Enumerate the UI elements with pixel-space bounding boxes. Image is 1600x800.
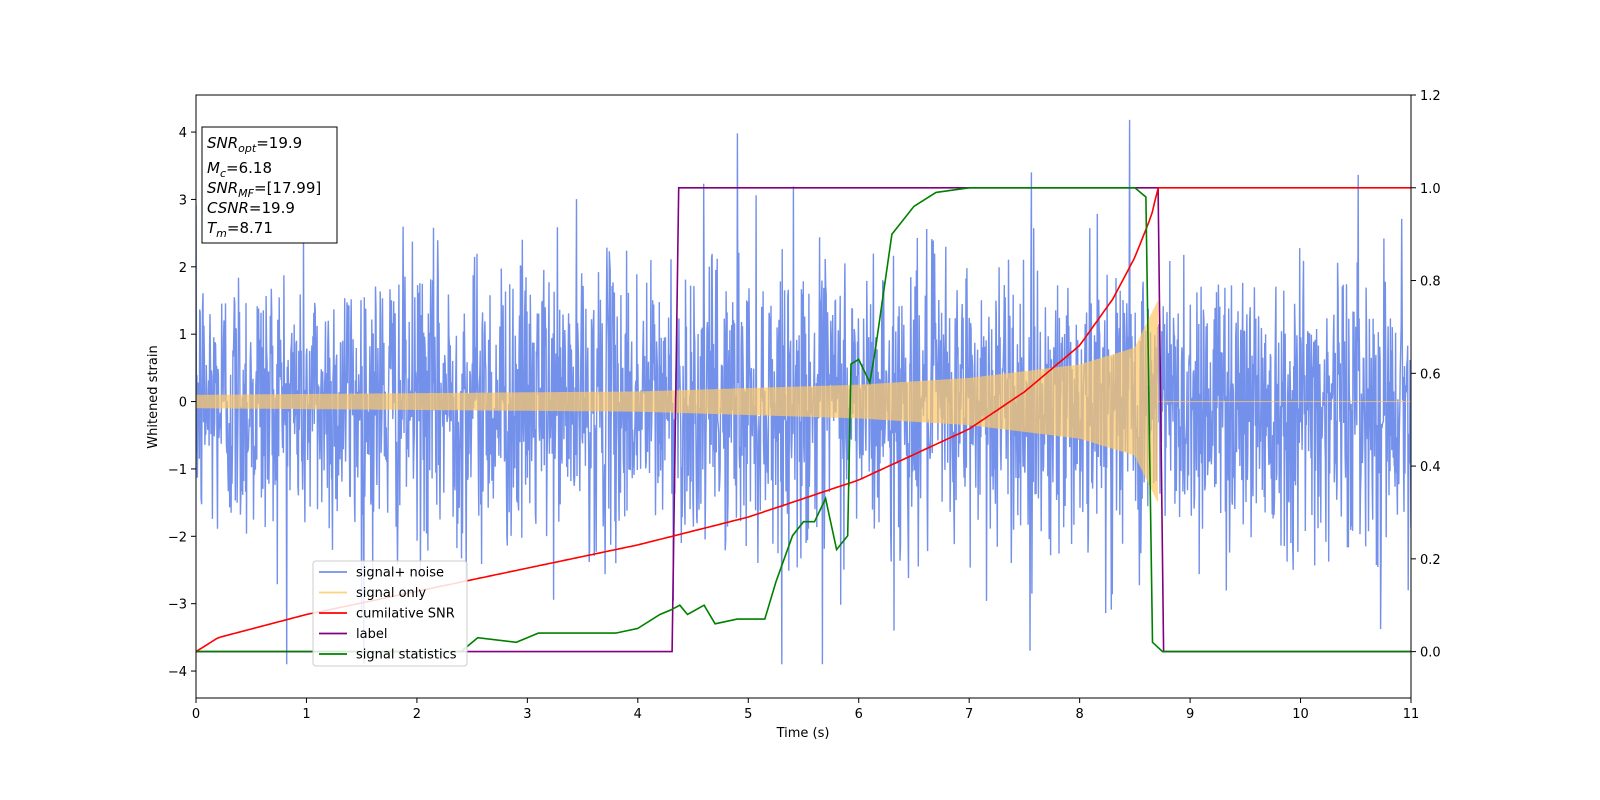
x-axis-label: Time (s) <box>776 726 830 741</box>
y-axis-left: 4 3 2 1 0 −1 −2 −3 −4 <box>168 126 196 680</box>
legend-label: signal only <box>356 586 426 601</box>
x-tick-label: 2 <box>413 707 421 722</box>
y-tick-label: 3 <box>179 193 187 208</box>
info-line: SNRMF=[17.99] <box>207 179 321 200</box>
legend-label: label <box>356 627 387 642</box>
y-tick-label: 0 <box>179 396 187 411</box>
y-tick-label: −2 <box>168 530 187 545</box>
signal-only-series <box>196 300 1411 502</box>
signal-noise-line <box>196 119 1411 665</box>
x-tick-label: 8 <box>1075 707 1083 722</box>
x-tick-label: 1 <box>302 707 310 722</box>
x-tick-label: 10 <box>1292 707 1309 722</box>
x-tick-label: 7 <box>965 707 973 722</box>
x-axis: 0 1 2 3 4 5 6 7 8 9 10 11 <box>192 698 1419 722</box>
x-tick-label: 3 <box>523 707 531 722</box>
y-axis-label: Whitened strain <box>146 345 161 448</box>
y-tick-label: 4 <box>179 126 187 141</box>
info-line: Tm=8.71 <box>207 219 273 240</box>
info-box-frame <box>201 126 338 244</box>
signal-statistics-line <box>196 187 1411 653</box>
y2-tick-label: 1.2 <box>1420 89 1441 104</box>
y2-tick-label: 0.0 <box>1420 646 1441 661</box>
x-tick-label: 4 <box>634 707 642 722</box>
x-tick-label: 0 <box>192 707 200 722</box>
x-tick-label: 6 <box>855 707 863 722</box>
signal-only-line <box>196 300 1411 502</box>
y2-tick-label: 0.2 <box>1420 553 1441 568</box>
legend-frame <box>312 560 468 667</box>
y-axis-right: 1.2 1.0 0.8 0.6 0.4 0.2 0.0 <box>1411 89 1441 661</box>
y2-tick-label: 0.4 <box>1420 460 1441 475</box>
plot-frame <box>195 94 1412 699</box>
legend-label: signal+ noise <box>356 566 444 581</box>
y2-tick-label: 0.6 <box>1420 367 1441 382</box>
legend: signal+ noise signal only cumilative SNR la… <box>312 560 468 667</box>
info-line: CSNR=19.9 <box>207 199 295 217</box>
x-tick-label: 5 <box>744 707 752 722</box>
x-tick-label: 9 <box>1186 707 1194 722</box>
info-line: SNRopt=19.9 <box>207 134 302 155</box>
y-tick-label: 1 <box>179 328 187 343</box>
y-tick-label: −3 <box>168 598 187 613</box>
info-box: SNRopt=19.9 Mc=6.18SNRMF=[17.99]CSNR=19.9… <box>201 126 338 244</box>
signal-noise-series <box>196 119 1411 665</box>
y-tick-label: −1 <box>168 463 187 478</box>
x-tick-label: 11 <box>1403 707 1420 722</box>
legend-label: signal statistics <box>356 648 457 663</box>
y-tick-label: 2 <box>179 261 187 276</box>
y2-tick-label: 0.8 <box>1420 275 1441 290</box>
y-tick-label: −4 <box>168 665 187 680</box>
info-line: Mc=6.18 <box>207 159 272 180</box>
legend-label: cumilative SNR <box>356 607 455 622</box>
y2-tick-label: 1.0 <box>1420 182 1441 197</box>
